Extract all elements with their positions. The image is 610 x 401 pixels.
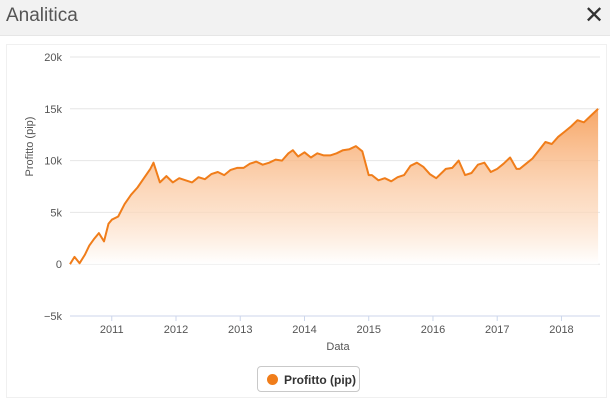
- y-tick-label: 15k: [44, 104, 62, 116]
- x-axis-ticks: 2011 2012 2013 2014 2015 2016 2017 2018: [100, 316, 574, 336]
- x-tick-label: 2012: [164, 324, 188, 336]
- legend-label: Profitto (pip): [284, 373, 356, 387]
- x-tick-label: 2016: [421, 324, 445, 336]
- x-tick-label: 2013: [228, 324, 252, 336]
- y-axis-ticks: −5k 0 5k 10k 15k 20k: [44, 52, 63, 323]
- close-icon[interactable]: ✕: [583, 2, 605, 29]
- profit-line: [69, 108, 599, 265]
- y-tick-label: −5k: [44, 311, 63, 323]
- profit-area: [70, 108, 599, 265]
- y-tick-label: 5k: [50, 207, 62, 219]
- y-tick-label: 0: [56, 259, 62, 271]
- window-title: Analitica: [6, 5, 78, 26]
- x-axis-label: Data: [326, 341, 350, 353]
- y-tick-label: 10k: [44, 156, 62, 168]
- y-tick-label: 20k: [44, 52, 62, 64]
- legend-marker-icon: [267, 374, 278, 385]
- x-tick-label: 2017: [485, 324, 509, 336]
- legend-item[interactable]: Profitto (pip): [257, 366, 360, 392]
- x-tick-label: 2015: [356, 324, 380, 336]
- y-axis-label: Profitto (pip): [24, 117, 36, 177]
- x-tick-label: 2014: [292, 324, 316, 336]
- title-bar: Analitica ✕: [0, 0, 610, 36]
- x-tick-label: 2018: [549, 324, 573, 336]
- x-tick-label: 2011: [100, 324, 124, 336]
